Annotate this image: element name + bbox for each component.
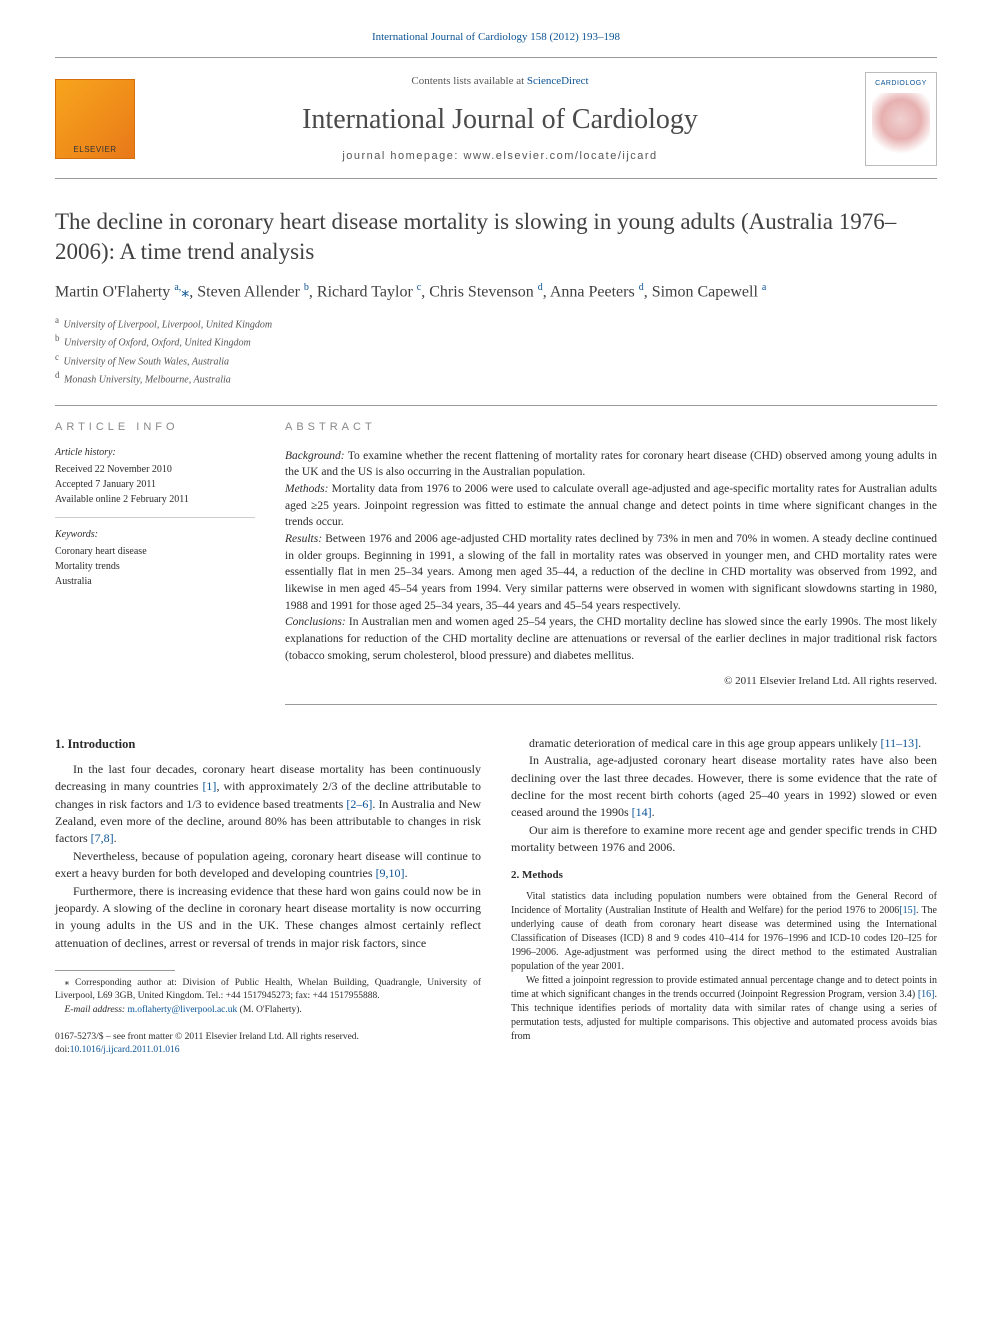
online-line: Available online 2 February 2011 (55, 492, 255, 507)
received-line: Received 22 November 2010 (55, 462, 255, 477)
contents-prefix: Contents lists available at (411, 75, 526, 87)
abstract-column: ABSTRACT Background: To examine whether … (285, 406, 937, 705)
journal-homepage: journal homepage: www.elsevier.com/locat… (155, 149, 845, 164)
front-matter-text: 0167-5273/$ – see front matter © 2011 El… (55, 1031, 481, 1044)
masthead: Contents lists available at ScienceDirec… (55, 57, 937, 179)
sciencedirect-link[interactable]: ScienceDirect (527, 75, 589, 87)
intro-heading: 1. Introduction (55, 735, 481, 753)
email-link[interactable]: m.oflaherty@liverpool.ac.uk (127, 1005, 237, 1015)
footnote-separator (55, 970, 175, 971)
methods-body: Vital statistics data including populati… (511, 890, 937, 1044)
email-line: E-mail address: m.oflaherty@liverpool.ac… (55, 1004, 481, 1017)
cover-label: CARDIOLOGY (866, 79, 936, 89)
methods-para: We fitted a joinpoint regression to prov… (511, 974, 937, 1044)
article-history-block: Article history: Received 22 November 20… (55, 446, 255, 518)
article-title: The decline in coronary heart disease mo… (55, 207, 937, 267)
footnotes: ⁎ Corresponding author at: Division of P… (55, 977, 481, 1017)
right-column: dramatic deterioration of medical care i… (511, 735, 937, 1058)
keyword-item: Australia (55, 574, 255, 589)
email-label: E-mail address: (65, 1005, 126, 1015)
keyword-item: Coronary heart disease (55, 544, 255, 559)
article-info-column: ARTICLE INFO Article history: Received 2… (55, 406, 255, 705)
body-two-column: 1. Introduction In the last four decades… (55, 735, 937, 1058)
front-matter-line: 0167-5273/$ – see front matter © 2011 El… (55, 1031, 481, 1058)
accepted-line: Accepted 7 January 2011 (55, 477, 255, 492)
elsevier-logo (55, 79, 135, 159)
article-info-heading: ARTICLE INFO (55, 420, 255, 435)
methods-heading: 2. Methods (511, 868, 937, 884)
methods-para: Vital statistics data including populati… (511, 890, 937, 974)
intro-para: Nevertheless, because of population agei… (55, 848, 481, 883)
keywords-list: Coronary heart diseaseMortality trendsAu… (55, 544, 255, 589)
intro-para: Furthermore, there is increasing evidenc… (55, 883, 481, 953)
doi-line: doi:10.1016/j.ijcard.2011.01.016 (55, 1044, 481, 1057)
cover-art (872, 93, 930, 159)
keywords-block: Keywords: Coronary heart diseaseMortalit… (55, 528, 255, 599)
contents-lists-line: Contents lists available at ScienceDirec… (155, 74, 845, 89)
info-abstract-row: ARTICLE INFO Article history: Received 2… (55, 405, 937, 705)
history-label: Article history: (55, 446, 255, 460)
journal-reference-link[interactable]: International Journal of Cardiology 158 … (372, 31, 620, 43)
journal-title: International Journal of Cardiology (155, 100, 845, 139)
abstract-copyright: © 2011 Elsevier Ireland Ltd. All rights … (285, 674, 937, 689)
left-column: 1. Introduction In the last four decades… (55, 735, 481, 1058)
intro-para: dramatic deterioration of medical care i… (511, 735, 937, 752)
intro-para: Our aim is therefore to examine more rec… (511, 822, 937, 857)
abstract-body: Background: To examine whether the recen… (285, 448, 937, 665)
keywords-label: Keywords: (55, 528, 255, 542)
keyword-item: Mortality trends (55, 559, 255, 574)
intro-para: In the last four decades, coronary heart… (55, 761, 481, 848)
email-author: (M. O'Flaherty). (240, 1005, 302, 1015)
journal-reference-line: International Journal of Cardiology 158 … (55, 30, 937, 45)
doi-link[interactable]: 10.1016/j.ijcard.2011.01.016 (70, 1045, 180, 1055)
corresponding-note: ⁎ Corresponding author at: Division of P… (55, 977, 481, 1004)
authors-line: Martin O'Flaherty a,⁎, Steven Allender b… (55, 281, 937, 304)
affiliations: a University of Liverpool, Liverpool, Un… (55, 314, 937, 387)
journal-cover-thumb: CARDIOLOGY (865, 72, 937, 166)
abstract-heading: ABSTRACT (285, 420, 937, 435)
intro-para: In Australia, age-adjusted coronary hear… (511, 752, 937, 822)
masthead-center: Contents lists available at ScienceDirec… (135, 74, 865, 164)
